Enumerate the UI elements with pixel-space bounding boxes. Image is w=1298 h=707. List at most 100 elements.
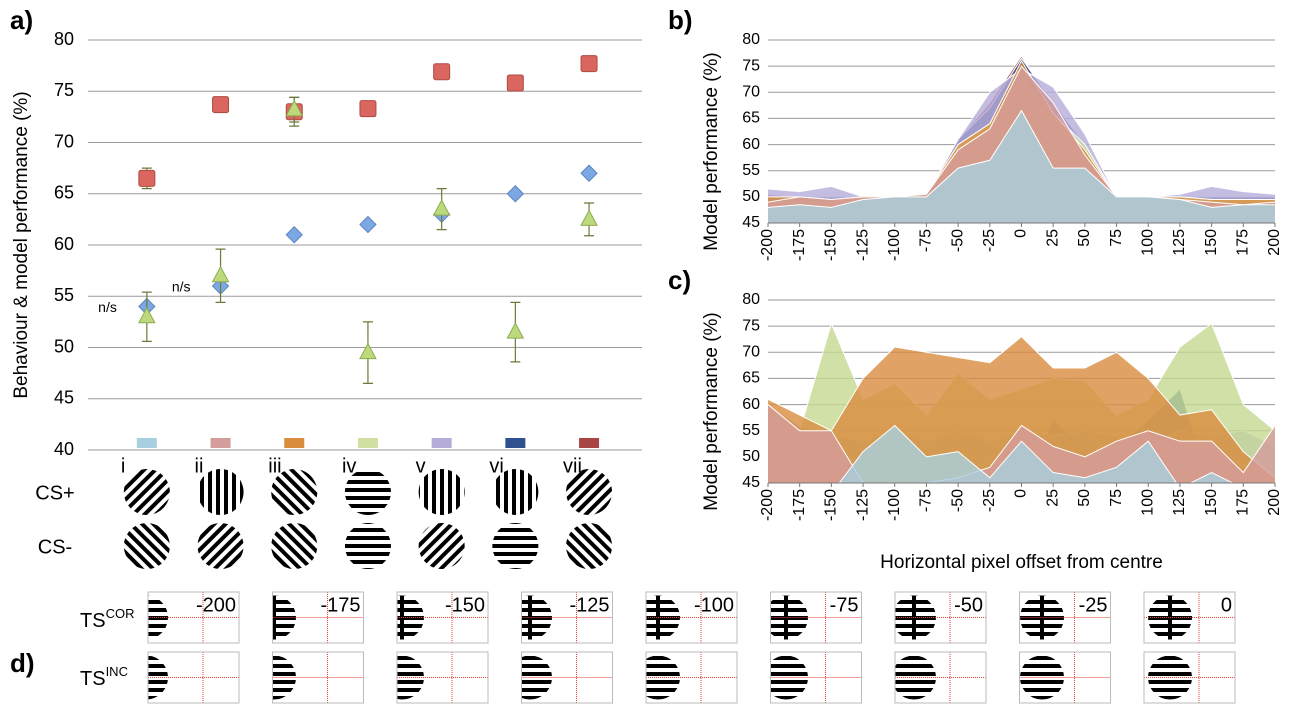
offset-label: -175	[320, 594, 360, 616]
row-label: CS+	[35, 482, 74, 504]
stimulus-bar	[272, 595, 276, 640]
offset-label: -75	[830, 594, 859, 616]
frame	[147, 651, 240, 704]
y-tick-label: 75	[54, 80, 74, 100]
stimulus-icon	[197, 523, 244, 569]
x-tick-label: 200	[1266, 229, 1283, 256]
stimulus-icon	[521, 655, 552, 700]
frame	[272, 591, 364, 644]
x-tick-label: iv	[342, 455, 356, 477]
frame	[396, 591, 489, 644]
marker	[359, 215, 377, 234]
x-tick-label: 150	[1203, 489, 1220, 516]
x-tick-label: 100	[1139, 229, 1156, 256]
y-tick-label: 45	[742, 474, 760, 491]
marker	[359, 342, 377, 360]
area-line	[768, 109, 1275, 208]
y-tick-label: 80	[54, 29, 74, 49]
y-axis-title: Behaviour & model performance (%)	[11, 91, 32, 398]
y-tick-label: 50	[742, 188, 760, 205]
x-tick-label: -150	[823, 229, 840, 261]
stimulus-icon	[492, 523, 539, 569]
frame	[272, 651, 364, 704]
frame	[770, 651, 862, 704]
x-tick-label: 25	[1044, 489, 1061, 507]
y-tick-label: 50	[54, 336, 74, 356]
stimulus-icon	[123, 469, 170, 515]
stimulus-icon	[344, 469, 391, 515]
panel-label: b)	[668, 5, 693, 35]
stimulus-icon	[344, 523, 391, 569]
marker	[359, 100, 377, 118]
x-tick-label: 175	[1235, 229, 1252, 256]
y-tick-label: 70	[54, 131, 74, 151]
y-tick-label: 80	[742, 291, 760, 308]
x-tick-label: 75	[1108, 489, 1125, 507]
frame	[396, 651, 489, 704]
x-tick-label: 125	[1171, 489, 1188, 516]
row-label: CS-	[38, 536, 72, 558]
swatch	[431, 438, 452, 448]
marker	[580, 209, 598, 226]
y-tick-label: 75	[742, 57, 760, 74]
x-tick-label: 200	[1266, 489, 1283, 516]
y-tick-label: 60	[54, 234, 74, 254]
x-tick-label: 50	[1076, 489, 1093, 507]
offset-label: -25	[1079, 594, 1108, 616]
frame	[894, 591, 987, 644]
stimulus-icon	[123, 523, 170, 569]
offset-label: 0	[1221, 594, 1232, 616]
x-tick-label: 75	[1108, 229, 1125, 247]
x-tick-label: -175	[791, 229, 808, 261]
offset-label: -50	[954, 594, 983, 616]
swatch	[210, 438, 231, 448]
y-tick-label: 75	[742, 317, 760, 334]
y-tick-label: 80	[742, 31, 760, 48]
marker	[506, 74, 524, 92]
marker	[212, 96, 230, 114]
y-tick-label: 60	[742, 136, 760, 153]
stimulus-bar	[784, 595, 788, 640]
x-tick-label: -175	[791, 489, 808, 521]
frame	[521, 591, 613, 644]
marker	[285, 226, 303, 244]
marker	[138, 306, 156, 324]
x-tick-label: vii	[563, 455, 582, 477]
swatch	[284, 438, 305, 448]
x-tick-label: -50	[949, 229, 966, 252]
x-tick-label: -50	[949, 489, 966, 512]
stimulus-icon	[148, 595, 168, 640]
x-tick-label: -200	[759, 489, 776, 521]
marker	[506, 322, 525, 339]
marker	[580, 164, 598, 182]
y-tick-label: 55	[54, 285, 74, 305]
x-tick-label: -100	[886, 229, 903, 261]
y-tick-label: 65	[54, 183, 74, 203]
x-tick-label: 50	[1076, 229, 1093, 247]
y-tick-label: 50	[742, 448, 760, 465]
y-axis-title: Model performance (%)	[701, 312, 722, 511]
y-tick-label: 65	[742, 110, 760, 127]
area-fill	[768, 110, 1275, 223]
annotation: n/s	[98, 299, 117, 315]
x-tick-label: -125	[854, 489, 871, 521]
row-prefix: TS	[80, 610, 106, 632]
y-tick-label: 45	[742, 214, 760, 231]
y-axis-title: Model performance (%)	[701, 52, 722, 251]
row-label: TSCOR	[80, 606, 134, 632]
swatch	[579, 438, 600, 448]
row-sup: COR	[106, 606, 135, 621]
stimulus-icon	[492, 469, 539, 515]
frame	[645, 591, 738, 644]
marker	[432, 199, 451, 216]
x-tick-label: -100	[886, 489, 903, 521]
swatch	[136, 438, 157, 448]
frame	[147, 591, 240, 644]
offset-label: -150	[445, 594, 485, 616]
stimulus-icon	[148, 655, 168, 700]
x-tick-label: 25	[1044, 229, 1061, 247]
frame	[894, 651, 987, 704]
x-tick-label: vi	[489, 455, 503, 477]
row-prefix: TS	[80, 668, 106, 690]
